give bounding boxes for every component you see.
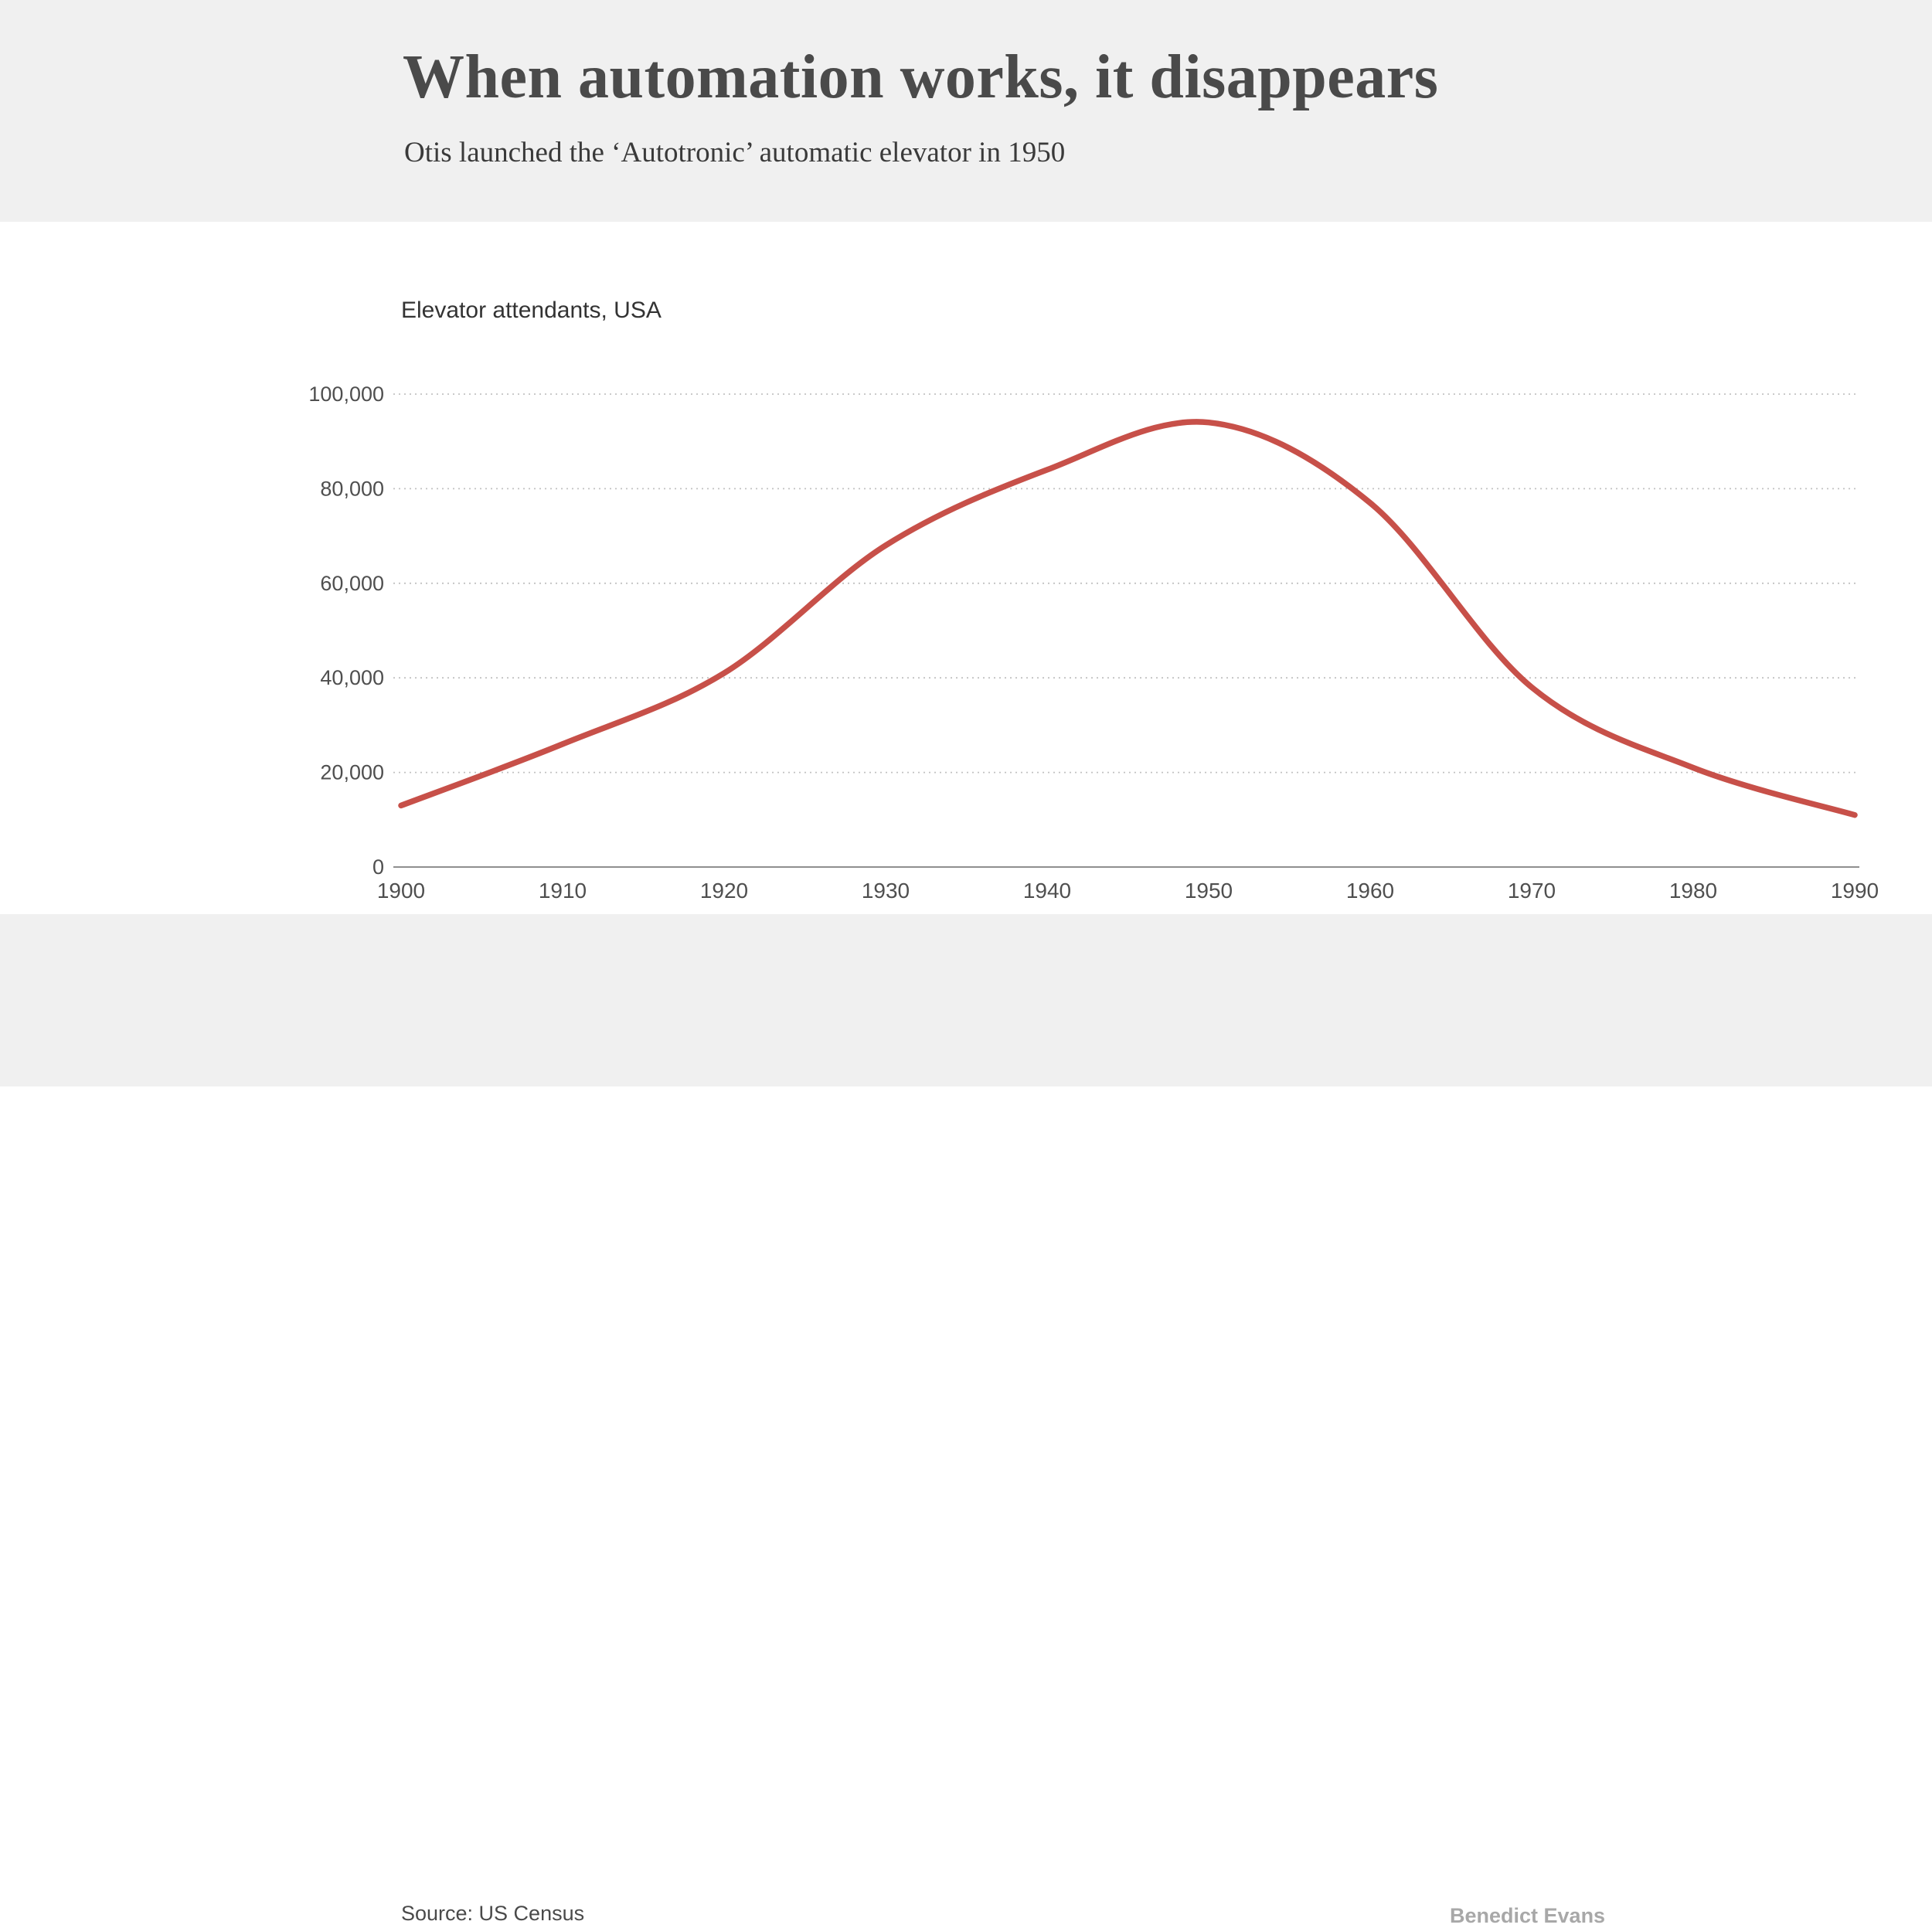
x-axis-tick-label: 1940 (1023, 879, 1071, 903)
header-band: When automation works, it disappears Oti… (0, 0, 1932, 222)
x-axis-tick-label: 1980 (1669, 879, 1717, 903)
y-axis-tick-label: 80,000 (320, 477, 384, 500)
source-note: Source: US Census (401, 1902, 585, 1925)
y-axis-tick-label: 100,000 (308, 383, 384, 406)
footer-band: Source: US Census Benedict Evans (0, 914, 1932, 1927)
credit: Benedict Evans (1450, 1904, 1606, 1927)
y-axis-tick-label: 0 (372, 855, 384, 879)
x-axis-tick-label: 1960 (1346, 879, 1394, 903)
attendants-line-series (398, 419, 1858, 818)
x-axis-tick-label: 1920 (700, 879, 748, 903)
y-axis-tick-label: 60,000 (320, 572, 384, 595)
y-axis-tick-label: 20,000 (320, 761, 384, 784)
chart-section: 0 20,000 40,000 60,000 80,000 100,000 1900 1910… (0, 222, 1932, 914)
page-subtitle: Otis launched the ‘Autotronic’ automatic… (404, 137, 1066, 168)
page-title: When automation works, it disappears (403, 43, 1439, 111)
line-chart: 0 20,000 40,000 60,000 80,000 100,000 1900 1910… (308, 383, 1879, 903)
chart-title: Elevator attendants, USA (401, 298, 662, 323)
x-axis-tick-label: 1900 (377, 879, 425, 903)
x-axis-tick-label: 1990 (1831, 879, 1879, 903)
x-axis-tick-label: 1950 (1185, 879, 1233, 903)
y-axis-tick-label: 40,000 (320, 666, 384, 689)
x-axis-tick-label: 1930 (862, 879, 910, 903)
x-axis-tick-label: 1970 (1508, 879, 1556, 903)
x-axis-tick-label: 1910 (539, 879, 587, 903)
